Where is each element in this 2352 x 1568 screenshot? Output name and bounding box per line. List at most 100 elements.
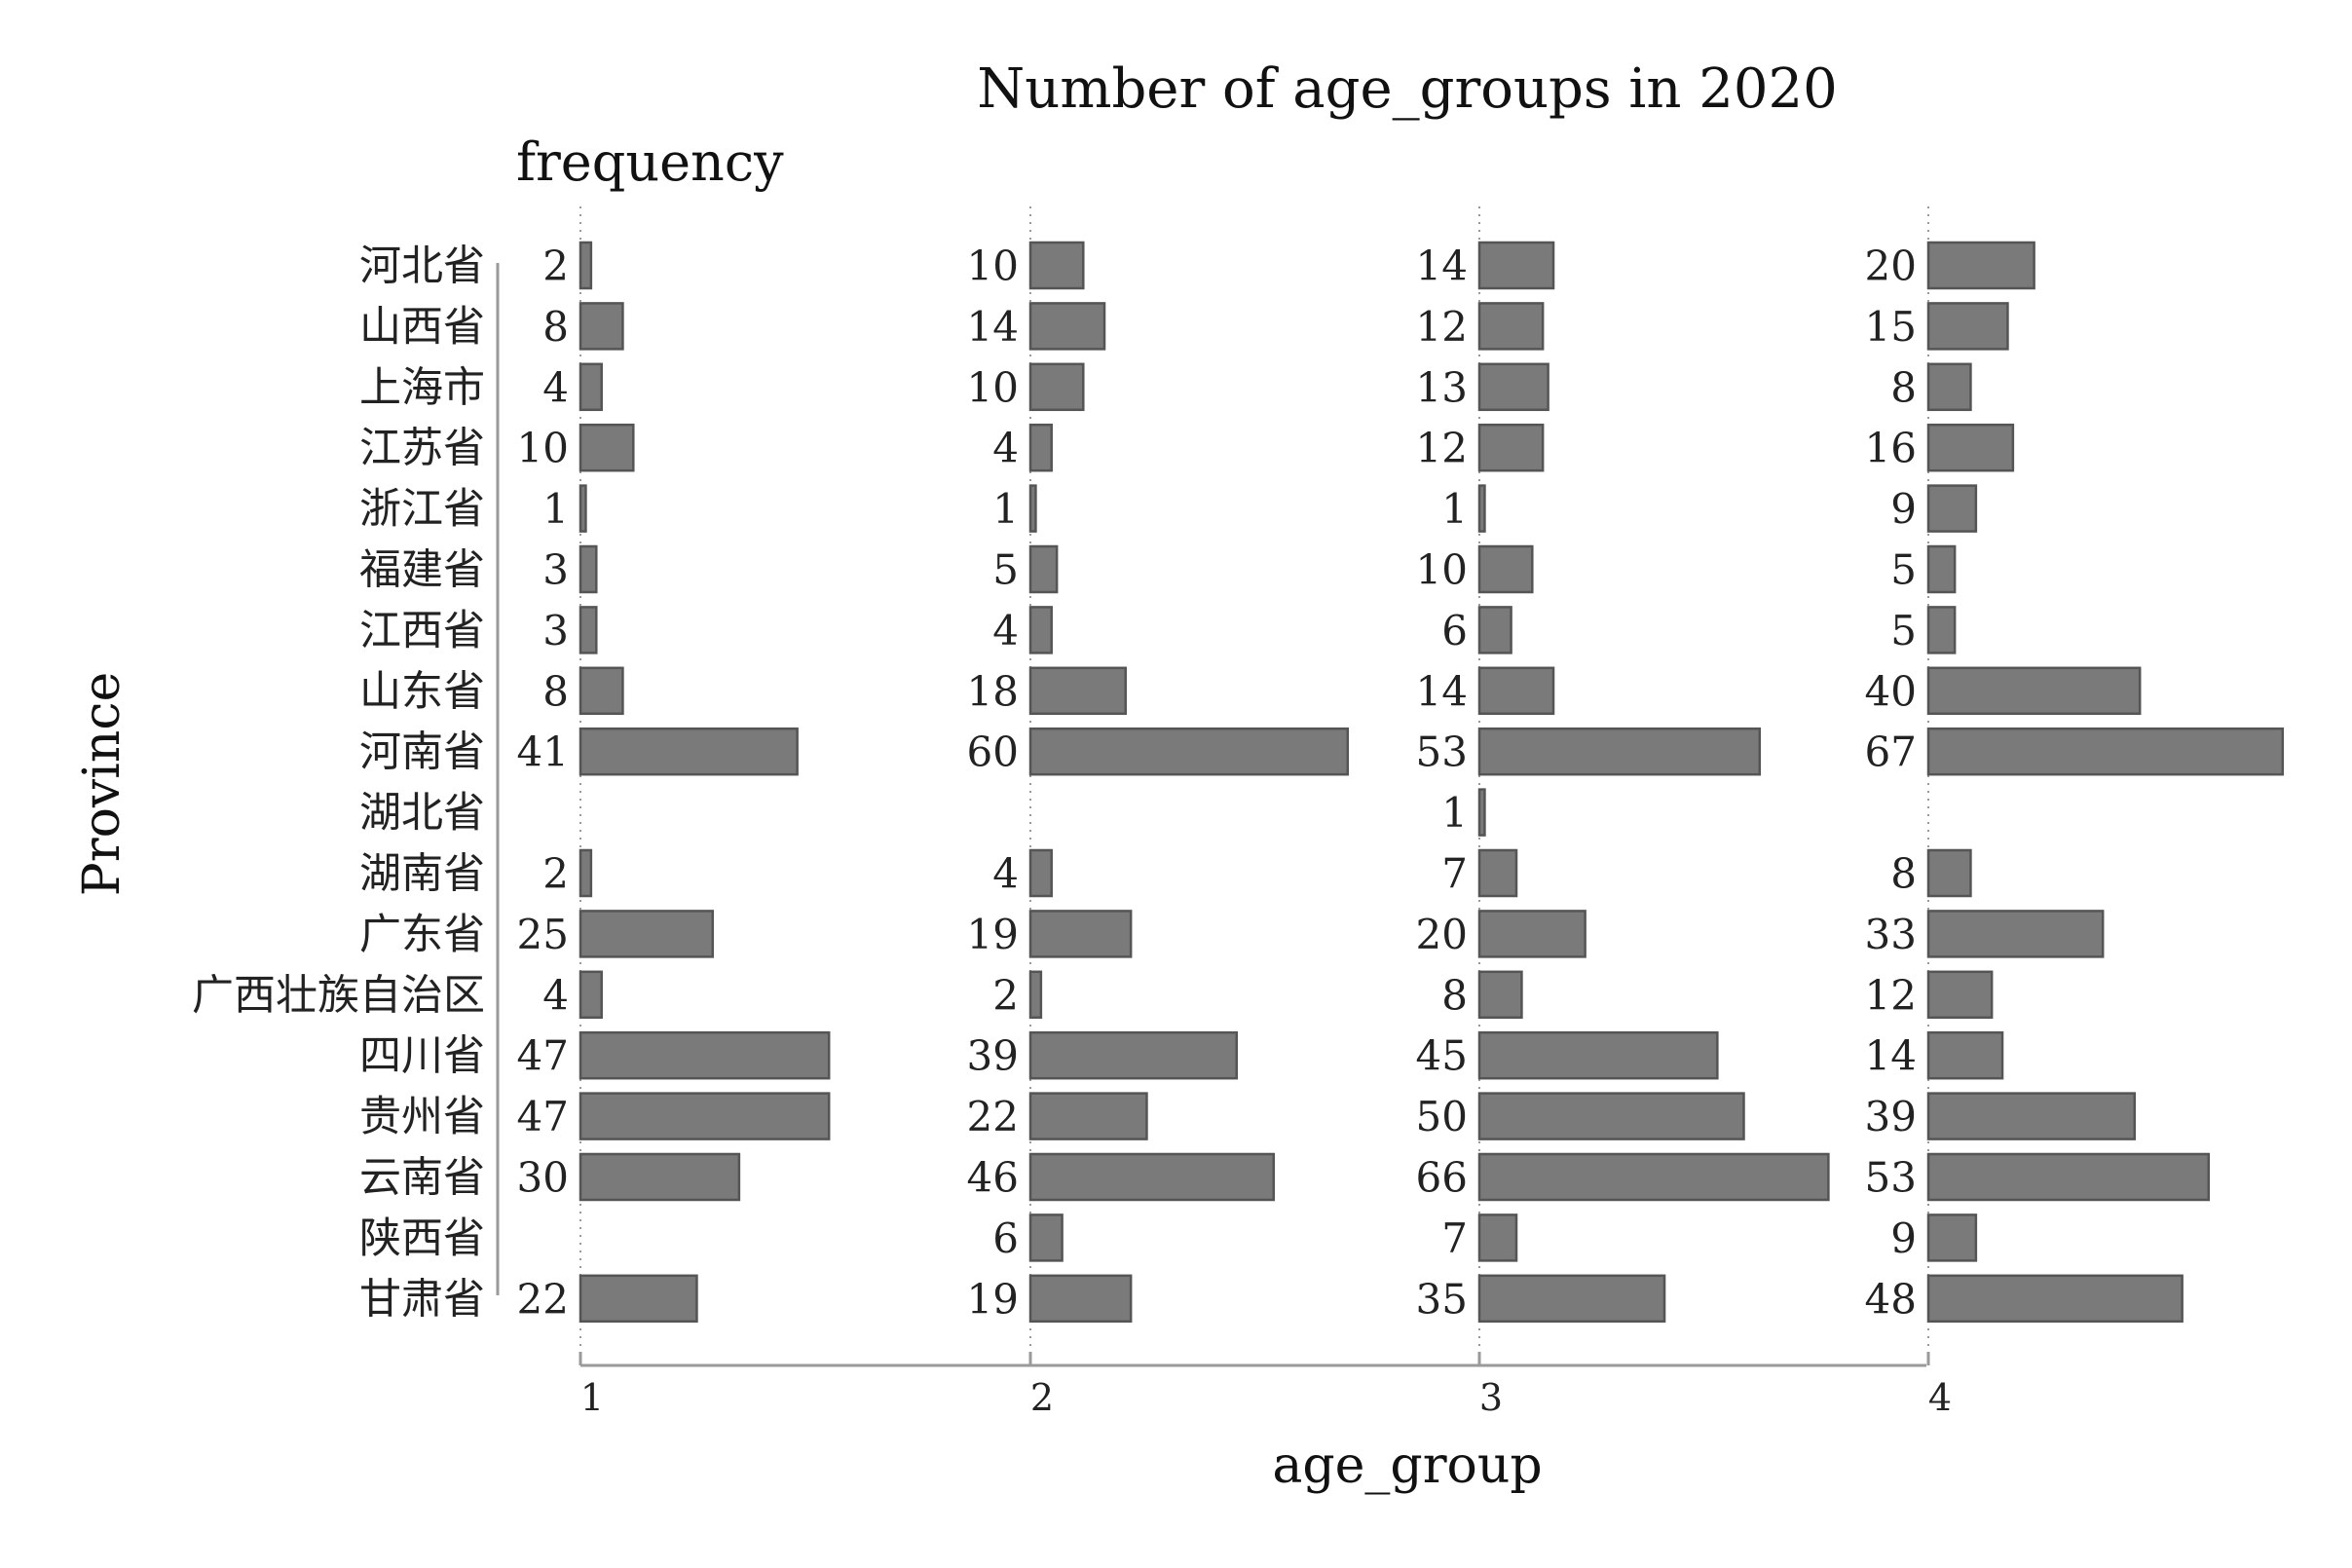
- bar: [579, 970, 603, 1020]
- data-label: 4: [542, 363, 569, 411]
- data-label: 18: [967, 667, 1019, 715]
- data-label: 14: [1416, 243, 1468, 290]
- category-label: 山西省: [359, 303, 485, 352]
- data-label: 50: [1416, 1093, 1468, 1140]
- data-label: 39: [967, 1032, 1019, 1080]
- bar: [1926, 848, 1972, 898]
- bar: [1477, 606, 1512, 654]
- bar: [1926, 302, 2009, 351]
- data-label: 1: [542, 485, 569, 533]
- chart-title: Number of age_groups in 2020: [977, 57, 1837, 121]
- data-label: 9: [1890, 1214, 1917, 1262]
- bar: [1477, 544, 1534, 594]
- data-label: 60: [967, 728, 1019, 776]
- bar: [1477, 848, 1518, 898]
- bar: [1926, 666, 2142, 716]
- bar: [1926, 1030, 2004, 1080]
- x-axis-label: age_group: [1272, 1437, 1542, 1495]
- data-label: 45: [1416, 1032, 1468, 1080]
- category-label: 陕西省: [359, 1214, 485, 1263]
- data-label: 8: [542, 303, 569, 351]
- bar: [1926, 362, 1972, 412]
- bar: [1477, 666, 1555, 716]
- category-label: 四川省: [359, 1032, 485, 1081]
- data-label: 8: [1441, 971, 1468, 1019]
- bar: [579, 1152, 741, 1202]
- bar: [579, 241, 593, 290]
- bar: [579, 362, 603, 412]
- category-label: 广东省: [359, 911, 485, 959]
- category-label: 上海市: [359, 363, 485, 412]
- data-label: 1: [1441, 789, 1468, 837]
- data-label: 8: [1890, 850, 1917, 898]
- x-tick-label: 3: [1479, 1376, 1503, 1419]
- data-label: 10: [517, 425, 569, 472]
- bar: [1028, 910, 1133, 958]
- bar: [1926, 606, 1957, 654]
- bar: [1477, 727, 1762, 776]
- data-label: 19: [967, 911, 1019, 958]
- category-label: 浙江省: [359, 485, 485, 534]
- category-label: 贵州省: [359, 1093, 485, 1141]
- x-tick-label: 4: [1928, 1376, 1952, 1419]
- bar: [1926, 423, 2015, 472]
- bar: [1926, 970, 1994, 1020]
- data-label: 8: [542, 667, 569, 715]
- bar: [1926, 1092, 2137, 1140]
- data-label: 5: [1890, 546, 1917, 594]
- data-label: 7: [1441, 850, 1468, 898]
- bar: [1477, 362, 1549, 412]
- data-label: 47: [517, 1093, 569, 1140]
- bar: [1028, 302, 1106, 351]
- data-label: 3: [542, 607, 569, 654]
- data-label: 2: [542, 850, 569, 898]
- data-label: 3: [542, 546, 569, 594]
- bar: [579, 423, 635, 472]
- bar: [1028, 241, 1085, 290]
- data-label: 39: [1865, 1093, 1917, 1140]
- bar: [1926, 727, 2285, 776]
- bar: [1028, 1274, 1133, 1324]
- bar: [1477, 484, 1486, 533]
- data-label: 46: [967, 1154, 1019, 1202]
- bar: [1028, 362, 1085, 412]
- bar: [1028, 423, 1053, 472]
- category-label: 山东省: [359, 667, 485, 716]
- data-label: 12: [1416, 303, 1468, 351]
- data-label: 20: [1416, 911, 1468, 958]
- data-label: 20: [1865, 243, 1917, 290]
- x-tick-label: 1: [580, 1376, 604, 1419]
- data-label: 6: [1441, 607, 1468, 654]
- data-label: 25: [517, 911, 569, 958]
- bar: [1477, 1213, 1518, 1262]
- value-axis-label: frequency: [516, 131, 784, 193]
- data-label: 4: [992, 850, 1019, 898]
- data-label: 14: [1416, 667, 1468, 715]
- x-tick-label: 2: [1030, 1376, 1054, 1419]
- data-label: 2: [542, 243, 569, 290]
- bar: [1028, 1152, 1276, 1202]
- data-label: 41: [517, 728, 569, 776]
- data-label: 9: [1890, 485, 1917, 533]
- bar: [579, 666, 624, 716]
- bars: [579, 241, 2285, 1324]
- category-label: 河南省: [359, 728, 485, 777]
- bar: [1477, 1030, 1719, 1080]
- bar: [579, 848, 593, 898]
- bar: [1926, 1152, 2211, 1202]
- bar: [1028, 1213, 1064, 1262]
- bar: [1477, 1092, 1745, 1140]
- bar: [1926, 544, 1957, 594]
- data-label: 10: [967, 363, 1019, 411]
- category-label: 云南省: [359, 1154, 485, 1203]
- data-label: 7: [1441, 1214, 1468, 1262]
- data-label: 53: [1416, 728, 1468, 776]
- category-label: 江西省: [359, 607, 485, 655]
- value-labels: 2841013384122544747302210141041541860419…: [517, 243, 1917, 1324]
- category-label: 甘肃省: [359, 1275, 485, 1324]
- data-label: 8: [1890, 363, 1917, 411]
- bar: [579, 544, 598, 594]
- bar: [1477, 302, 1545, 351]
- data-label: 47: [517, 1032, 569, 1080]
